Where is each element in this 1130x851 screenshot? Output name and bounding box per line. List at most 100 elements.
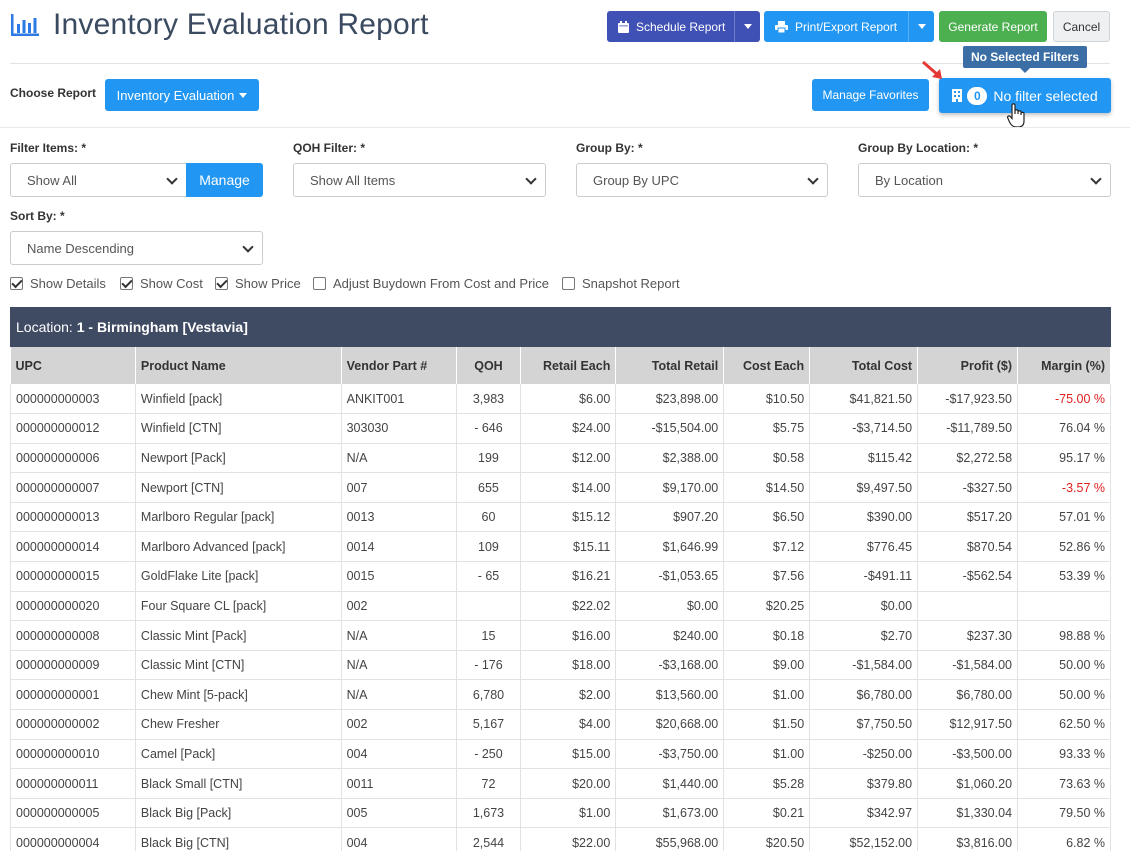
generate-report-button[interactable]: Generate Report — [939, 11, 1047, 42]
group-by-select[interactable]: Group By UPC — [576, 163, 828, 197]
checkbox-unchecked[interactable] — [562, 277, 575, 290]
table-row: 000000000015 GoldFlake Lite [pack] 0015- 6… — [10, 561, 1111, 592]
qoh-cell: - 646 — [456, 413, 522, 444]
checkbox-checked[interactable] — [215, 277, 228, 290]
vendor-part-cell: 0011 — [341, 768, 457, 799]
retail-each-cell: $15.00 — [520, 739, 617, 770]
total-cost-cell: $41,821.50 — [809, 384, 919, 415]
page-title: Inventory Evaluation Report — [53, 8, 429, 41]
retail-each-cell: $14.00 — [520, 472, 617, 503]
vendor-part-cell: 002 — [341, 709, 457, 740]
margin-cell: 6.82 % — [1017, 827, 1111, 851]
total-retail-cell: $1,673.00 — [615, 798, 725, 829]
upc-cell: 000000000010 — [10, 739, 136, 770]
filter-count-badge: 0 — [967, 86, 988, 105]
column-header[interactable]: Total Cost — [809, 347, 919, 384]
cost-each-cell: $10.50 — [723, 384, 811, 415]
total-retail-cell: $2,388.00 — [615, 443, 725, 474]
vendor-part-cell: 0013 — [341, 502, 457, 533]
qoh-cell: - 65 — [456, 561, 522, 592]
table-row: 000000000006 Newport [Pack] N/A 199 $12.00 $2… — [10, 443, 1111, 474]
checkbox-checked[interactable] — [120, 277, 133, 290]
margin-cell: 50.00 % — [1017, 650, 1111, 681]
show-details-checkbox[interactable]: Show Details — [10, 276, 106, 291]
total-retail-cell: $1,440.00 — [615, 768, 725, 799]
table-row: 000000000001 Chew Mint [5-pack] N/A 6,780 $2… — [10, 679, 1111, 711]
column-header[interactable]: Product Name — [135, 347, 342, 384]
profit-cell: -$1,584.00 — [917, 650, 1019, 681]
print-export-button[interactable]: Print/Export Report — [764, 11, 934, 42]
column-header[interactable]: Vendor Part # — [341, 347, 457, 384]
cost-each-cell: $0.18 — [723, 620, 811, 651]
cancel-button[interactable]: Cancel — [1053, 11, 1110, 42]
column-header[interactable]: Profit ($) — [917, 347, 1019, 384]
cost-each-cell: $5.28 — [723, 768, 811, 799]
manage-button[interactable]: Manage — [186, 163, 263, 197]
schedule-report-button[interactable]: Schedule Report — [607, 11, 760, 42]
show-cost-checkbox[interactable]: Show Cost — [120, 276, 203, 291]
upc-cell: 000000000003 — [10, 384, 136, 415]
column-header[interactable]: Retail Each — [520, 347, 617, 384]
qoh-cell: - 176 — [456, 650, 522, 681]
column-header[interactable]: Margin (%) — [1017, 347, 1111, 384]
profit-cell: $6,780.00 — [917, 679, 1019, 711]
profit-cell: $870.54 — [917, 531, 1019, 563]
filter-selected-button[interactable]: 0 No filter selected — [939, 78, 1111, 113]
margin-cell: 73.63 % — [1017, 768, 1111, 799]
total-cost-cell: $6,780.00 — [809, 679, 919, 711]
print-dropdown-toggle[interactable] — [908, 11, 934, 42]
total-cost-cell: $776.45 — [809, 531, 919, 563]
product-name-cell: Classic Mint [CTN] — [135, 650, 342, 681]
retail-each-cell: $2.00 — [520, 679, 617, 711]
vendor-part-cell: 0014 — [341, 531, 457, 563]
show-price-checkbox[interactable]: Show Price — [215, 276, 301, 291]
vendor-part-cell: 007 — [341, 472, 457, 503]
schedule-dropdown-toggle[interactable] — [734, 11, 760, 42]
vendor-part-cell: 0015 — [341, 561, 457, 592]
vendor-part-cell: 002 — [341, 591, 457, 622]
filter-items-select[interactable]: Show All — [10, 163, 187, 197]
checkbox-checked[interactable] — [10, 277, 23, 290]
profit-cell: -$3,500.00 — [917, 739, 1019, 770]
column-header[interactable]: QOH — [456, 347, 522, 384]
adjust-buydown-checkbox[interactable]: Adjust Buydown From Cost and Price — [313, 276, 549, 291]
checkbox-label: Show Cost — [140, 276, 203, 291]
total-retail-cell: $20,668.00 — [615, 709, 725, 740]
column-header[interactable]: Total Retail — [615, 347, 725, 384]
report-selector-button[interactable]: Inventory Evaluation — [105, 79, 259, 111]
margin-cell — [1017, 591, 1111, 622]
profit-cell: -$327.50 — [917, 472, 1019, 503]
total-retail-cell: $55,968.00 — [615, 827, 725, 851]
product-name-cell: Camel [Pack] — [135, 739, 342, 770]
retail-each-cell: $22.02 — [520, 591, 617, 622]
qoh-cell: 72 — [456, 768, 522, 799]
qoh-filter-select[interactable]: Show All Items — [293, 163, 546, 197]
vendor-part-cell: N/A — [341, 443, 457, 474]
total-retail-cell: $23,898.00 — [615, 384, 725, 415]
cost-each-cell: $1.50 — [723, 709, 811, 740]
margin-cell: 93.33 % — [1017, 739, 1111, 770]
manage-favorites-button[interactable]: Manage Favorites — [812, 79, 929, 111]
profit-cell: $2,272.58 — [917, 443, 1019, 474]
column-header[interactable]: UPC — [10, 347, 136, 384]
upc-cell: 000000000014 — [10, 531, 136, 563]
snapshot-report-checkbox[interactable]: Snapshot Report — [562, 276, 680, 291]
table-row: 000000000011 Black Small [CTN] 0011 72 $20.0… — [10, 768, 1111, 799]
product-name-cell: Marlboro Advanced [pack] — [135, 531, 342, 563]
product-name-cell: Four Square CL [pack] — [135, 591, 342, 622]
inventory-table: UPC Product Name Vendor Part # QOH Retai… — [10, 347, 1111, 851]
profit-cell: $3,816.00 — [917, 827, 1019, 851]
product-name-cell: Black Big [CTN] — [135, 827, 342, 851]
retail-each-cell: $12.00 — [520, 443, 617, 474]
table-row: 000000000003 Winfield [pack] ANKIT001 3,983… — [10, 384, 1111, 415]
retail-each-cell: $24.00 — [520, 413, 617, 444]
column-header[interactable]: Cost Each — [723, 347, 811, 384]
group-by-location-select[interactable]: By Location — [858, 163, 1111, 197]
cost-each-cell: $1.00 — [723, 739, 811, 770]
profit-cell: -$11,789.50 — [917, 413, 1019, 444]
table-row: 000000000014 Marlboro Advanced [pack] 0014… — [10, 531, 1111, 563]
sort-by-select[interactable]: Name Descending — [10, 231, 263, 265]
checkbox-unchecked[interactable] — [313, 277, 326, 290]
profit-cell: -$17,923.50 — [917, 384, 1019, 415]
page-header: Inventory Evaluation Report Schedule Rep… — [0, 0, 1130, 54]
